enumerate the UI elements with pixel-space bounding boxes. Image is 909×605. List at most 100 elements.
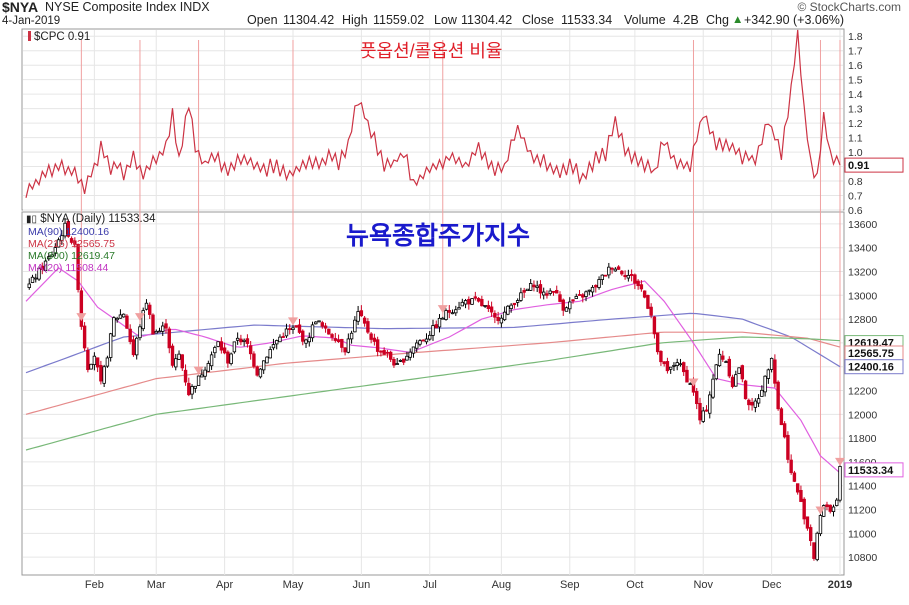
candle-body xyxy=(255,366,259,376)
price-tick-label: 13400 xyxy=(848,243,877,255)
candle-body xyxy=(294,325,298,328)
candle-body xyxy=(743,380,748,400)
candle-body xyxy=(401,358,406,363)
candle-body xyxy=(675,362,679,366)
candle-body xyxy=(460,301,465,307)
candle-body xyxy=(825,504,829,508)
candle-body xyxy=(385,351,390,354)
x-tick-label: Dec xyxy=(762,579,782,591)
cpc-legend-swatch xyxy=(28,31,31,41)
candle-body xyxy=(835,499,839,506)
candle-body xyxy=(633,274,637,284)
candle-body xyxy=(141,310,145,330)
candle-body xyxy=(353,319,357,333)
candle-body xyxy=(795,483,800,493)
price-tick-label: 11400 xyxy=(848,481,877,493)
cpc-tick-label: 1.3 xyxy=(848,104,863,116)
candle-body xyxy=(379,350,383,353)
candle-body xyxy=(496,316,500,321)
candle-body xyxy=(463,300,468,305)
candle-body xyxy=(418,340,422,345)
signal-triangle xyxy=(193,366,204,375)
ma300-legend: MA(300) 12619.47 xyxy=(28,250,115,262)
ma90-legend: MA(90) 12400.16 xyxy=(28,226,110,238)
candle-body xyxy=(170,345,175,366)
candle-body xyxy=(174,358,178,368)
cpc-tick-label: 1.7 xyxy=(848,46,863,58)
candle-body xyxy=(157,330,162,333)
candle-body xyxy=(349,332,354,340)
candle-body xyxy=(307,337,311,343)
watermark: © StockCharts.com xyxy=(797,0,901,14)
candle-body xyxy=(613,268,618,272)
candle-body xyxy=(483,305,487,307)
candle-body xyxy=(756,398,761,404)
ma216-legend: MA(216) 12565.75 xyxy=(28,238,115,250)
signal-triangle xyxy=(688,378,699,387)
volume-value: 4.2B xyxy=(673,13,699,27)
candle-body xyxy=(688,383,692,385)
candle-body xyxy=(222,347,227,354)
candle-body xyxy=(196,375,201,386)
candle-body xyxy=(698,402,702,421)
cpc-tick-label: 1.2 xyxy=(848,118,863,130)
cpc-tick-label: 0.6 xyxy=(848,205,863,217)
candle-body xyxy=(447,310,451,313)
candle-body xyxy=(281,336,285,338)
candle-body xyxy=(493,312,497,318)
cpc-tick-label: 0.7 xyxy=(848,191,863,203)
candle-body xyxy=(340,338,344,348)
candle-body xyxy=(525,288,530,292)
candle-body xyxy=(594,285,598,288)
x-tick-label: Oct xyxy=(626,579,643,591)
candle-body xyxy=(102,366,106,384)
candle-body xyxy=(711,378,715,398)
candle-body xyxy=(740,365,745,380)
price-gridlines xyxy=(23,213,843,575)
candle-body xyxy=(209,354,214,367)
candle-body xyxy=(678,363,683,366)
candle-body xyxy=(607,266,611,276)
candle-body xyxy=(317,320,321,323)
cpc-tick-label: 1.0 xyxy=(848,147,863,159)
x-tick-label: Mar xyxy=(147,579,166,591)
price-tick-label: 11200 xyxy=(848,505,877,517)
candle-body xyxy=(753,400,758,408)
index-name: NYSE Composite Index INDX xyxy=(45,0,210,14)
candle-body xyxy=(375,339,380,352)
signal-vertical-lines xyxy=(80,40,841,519)
candle-body xyxy=(672,364,676,367)
x-tick-label: Jun xyxy=(352,579,370,591)
candle-body xyxy=(789,459,793,473)
candle-body xyxy=(747,399,751,406)
candle-body xyxy=(135,337,139,356)
candle-body xyxy=(43,260,48,271)
candle-body xyxy=(532,284,536,288)
candle-body xyxy=(786,434,790,460)
price-legend: ▮▯ $NYA (Daily) 11533.34 xyxy=(26,213,156,225)
candle-body xyxy=(366,321,370,333)
candle-body xyxy=(232,341,237,353)
cpc-tick-label: 1.8 xyxy=(848,31,863,43)
candle-body xyxy=(454,309,458,314)
candle-body xyxy=(56,239,61,248)
candle-body xyxy=(144,302,149,310)
candle-body xyxy=(252,353,256,367)
candle-body xyxy=(95,357,100,368)
candle-body xyxy=(333,338,338,341)
candle-body xyxy=(411,346,416,354)
candle-body xyxy=(258,368,263,378)
volume-label: Volume xyxy=(624,13,666,27)
candle-body xyxy=(701,410,705,422)
candle-body xyxy=(180,354,184,369)
x-tick-label: Nov xyxy=(693,579,713,591)
candle-body xyxy=(369,333,373,340)
candle-body xyxy=(154,330,158,334)
candle-body xyxy=(828,504,832,512)
candle-body xyxy=(695,391,699,405)
candle-body xyxy=(239,338,243,343)
candle-body xyxy=(76,244,80,290)
candle-body xyxy=(561,299,565,311)
candle-body xyxy=(486,305,491,309)
price-tick-label: 12000 xyxy=(848,409,877,421)
